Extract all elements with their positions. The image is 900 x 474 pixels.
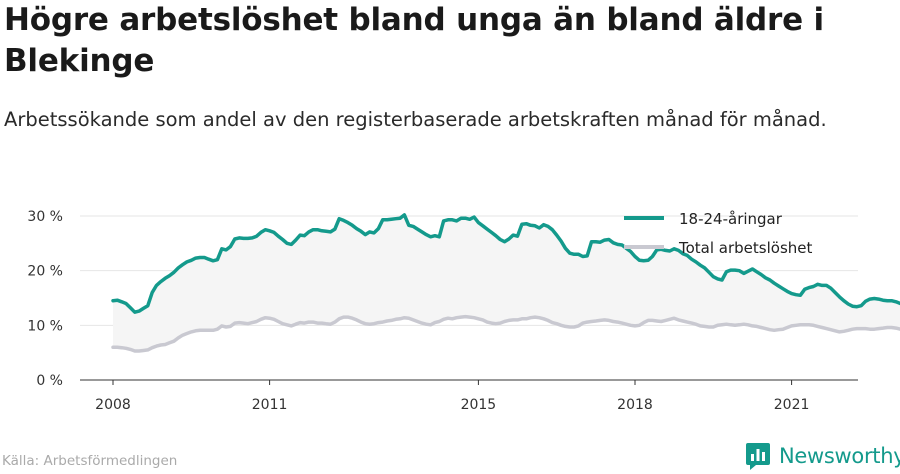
- x-tick-label: 2021: [774, 397, 810, 413]
- chart-subtitle: Arbetssökande som andel av den registerb…: [4, 108, 827, 131]
- legend-label: 18-24-åringar: [679, 210, 783, 228]
- x-tick-label: 2011: [252, 397, 288, 413]
- gap-area: [113, 214, 900, 351]
- source-note: Källa: Arbetsförmedlingen: [2, 453, 178, 469]
- x-tick-label: 2008: [95, 397, 131, 413]
- brand-name: Newsworthy: [779, 444, 900, 468]
- series-lines: [111, 213, 900, 353]
- y-tick-label: 0 %: [36, 373, 63, 389]
- axes: 0 % 10 % 20 % 30 % 2008 2011 2015 2018 2021: [27, 209, 858, 413]
- gap-area-fill: [113, 214, 900, 351]
- x-tick-label: 2018: [617, 397, 653, 413]
- y-tick-label: 20 %: [27, 264, 63, 280]
- series-line-total: [111, 314, 900, 353]
- brand-logo[interactable]: Newsworthy: [745, 440, 900, 472]
- legend-label: Total arbetslöshet: [678, 239, 813, 257]
- newsworthy-logo-icon: [746, 443, 770, 470]
- chart-title: Högre arbetslöshet bland unga än bland ä…: [4, 2, 824, 79]
- y-tick-label: 30 %: [27, 209, 63, 225]
- series-line-youth: [111, 213, 900, 314]
- legend: 18-24-åringar Total arbetslöshet: [624, 210, 813, 257]
- y-tick-label: 10 %: [27, 318, 63, 334]
- x-tick-label: 2015: [461, 397, 497, 413]
